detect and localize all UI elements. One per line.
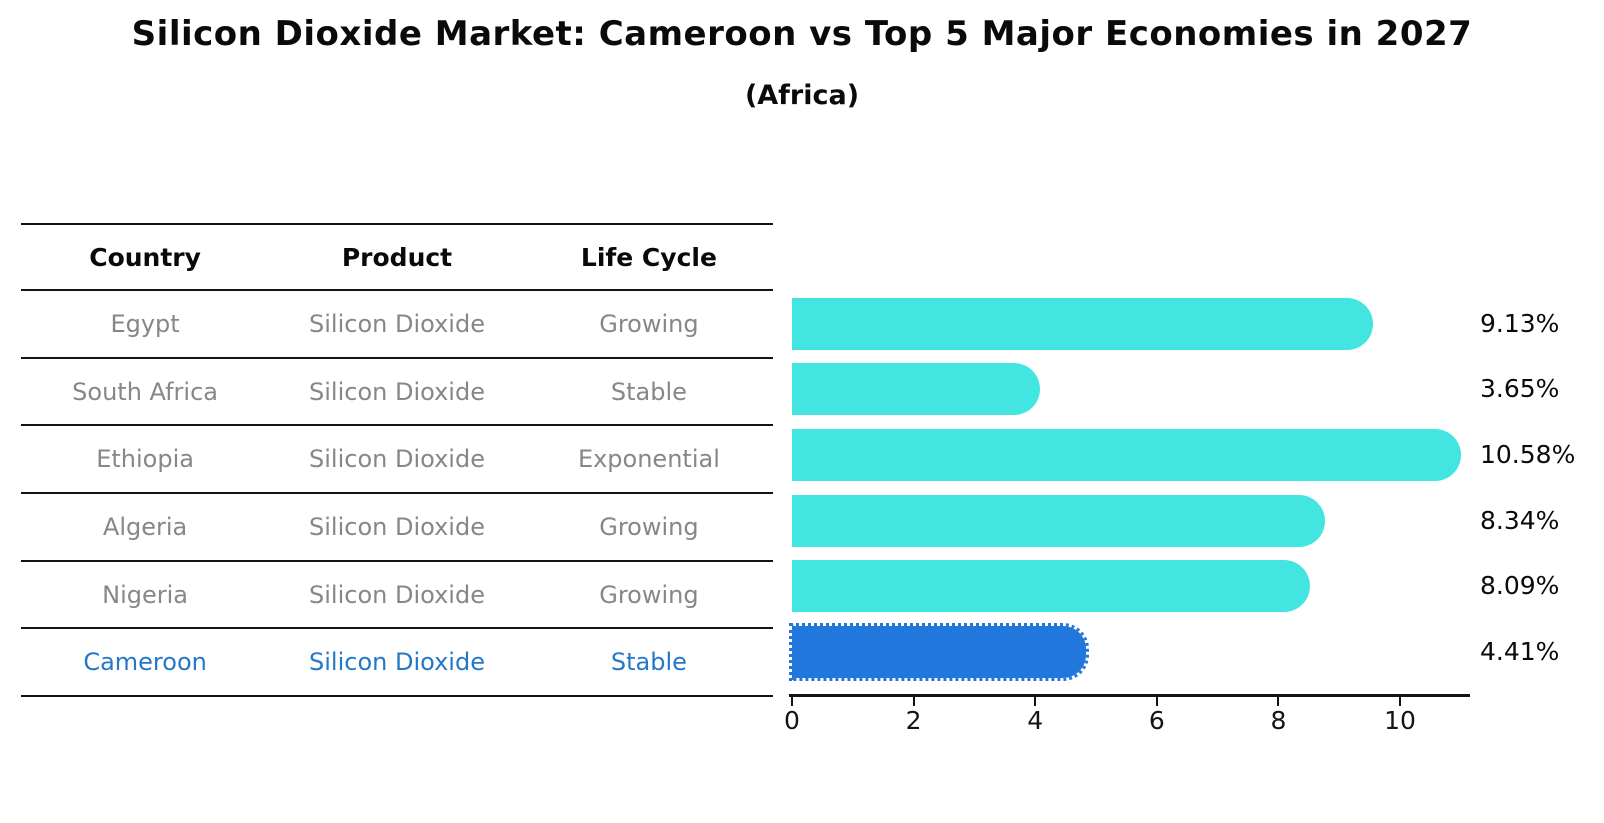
- value-label-algeria: 8.34%: [1480, 505, 1560, 535]
- life-cycle-cell: Exponential: [577, 445, 720, 474]
- table-row-cameroon: Cameroon Silicon Dioxide Stable: [21, 629, 773, 698]
- column-header-life-cycle: Life Cycle: [580, 242, 717, 272]
- product-cell: Silicon Dioxide: [309, 580, 485, 609]
- product-cell: Silicon Dioxide: [309, 309, 485, 338]
- value-label-south-africa: 3.65%: [1480, 374, 1560, 404]
- bar-egypt: [792, 297, 1374, 350]
- table-header-row: Country Product Life Cycle: [21, 223, 773, 291]
- x-tick-label: 8: [1270, 706, 1287, 735]
- table-row-south-africa: South Africa Silicon Dioxide Stable: [21, 359, 773, 427]
- life-cycle-cell: Growing: [599, 512, 699, 541]
- country-cell: Cameroon: [83, 648, 207, 677]
- x-tick-mark: [1399, 697, 1402, 706]
- x-tick-label: 10: [1384, 706, 1416, 735]
- x-tick-label: 4: [1027, 706, 1044, 735]
- table-row-algeria: Algeria Silicon Dioxide Growing: [21, 494, 773, 562]
- x-tick-mark: [1034, 697, 1037, 706]
- x-tick-label: 0: [784, 706, 800, 735]
- value-label-ethiopia: 10.58%: [1480, 439, 1576, 469]
- bar-south-africa: [792, 363, 1040, 416]
- x-axis-line: [789, 694, 1470, 697]
- x-tick-label: 6: [1148, 706, 1165, 735]
- bar-algeria: [792, 494, 1326, 547]
- table-row-egypt: Egypt Silicon Dioxide Growing: [21, 291, 773, 359]
- table-body: Egypt Silicon Dioxide Growing South Africa S…: [21, 291, 773, 698]
- life-cycle-cell: Growing: [599, 580, 699, 609]
- column-header-product: Product: [341, 242, 453, 272]
- country-cell: Ethiopia: [96, 445, 194, 474]
- product-cell: Silicon Dioxide: [309, 377, 485, 406]
- table-row-ethiopia: Ethiopia Silicon Dioxide Exponential: [21, 426, 773, 495]
- country-table: Country Product Life Cycle Egypt Silicon …: [21, 223, 773, 698]
- bar-cameroon: [789, 623, 1090, 681]
- chart-title: Silicon Dioxide Market: Cameroon vs Top …: [131, 14, 1473, 54]
- product-cell: Silicon Dioxide: [309, 512, 485, 541]
- column-header-country: Country: [89, 242, 201, 272]
- life-cycle-cell: Growing: [599, 309, 699, 338]
- life-cycle-cell: Stable: [610, 648, 687, 677]
- x-tick-mark: [1277, 697, 1280, 706]
- life-cycle-cell: Stable: [610, 377, 687, 406]
- product-cell: Silicon Dioxide: [309, 648, 485, 677]
- value-label-egypt: 9.13%: [1480, 308, 1560, 338]
- x-tick-mark: [912, 697, 915, 706]
- chart-subtitle: (Africa): [744, 80, 860, 111]
- country-cell: Egypt: [110, 309, 180, 338]
- x-tick-mark: [1155, 697, 1158, 706]
- country-cell: Algeria: [102, 512, 188, 541]
- bar-ethiopia: [792, 428, 1462, 481]
- value-label-nigeria: 8.09%: [1480, 571, 1560, 601]
- table-row-nigeria: Nigeria Silicon Dioxide Growing: [21, 562, 773, 630]
- product-cell: Silicon Dioxide: [309, 445, 485, 474]
- country-cell: Nigeria: [102, 580, 189, 609]
- x-tick-label: 2: [905, 706, 922, 735]
- value-label-cameroon: 4.41%: [1480, 637, 1560, 666]
- x-tick-mark: [791, 697, 793, 706]
- country-cell: South Africa: [72, 377, 218, 406]
- bar-nigeria: [792, 560, 1310, 613]
